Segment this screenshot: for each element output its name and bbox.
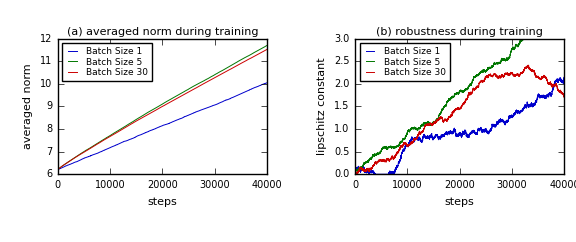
Batch Size 30 bbox=[561, 96, 568, 99]
Batch Size 1 bbox=[162, 123, 169, 126]
Batch Size 1 bbox=[54, 168, 61, 171]
Batch Size 30 bbox=[414, 136, 420, 139]
Batch Size 30 bbox=[353, 173, 360, 176]
Batch Size 5 bbox=[352, 170, 359, 173]
Batch Size 30 bbox=[485, 75, 492, 77]
Batch Size 1 bbox=[561, 76, 568, 79]
Batch Size 5 bbox=[351, 170, 358, 173]
Batch Size 5 bbox=[460, 90, 467, 92]
Batch Size 30 bbox=[363, 169, 370, 172]
Y-axis label: lipschitz constant: lipschitz constant bbox=[317, 58, 327, 155]
Line: Batch Size 1: Batch Size 1 bbox=[355, 77, 564, 174]
Batch Size 1 bbox=[509, 115, 516, 118]
Batch Size 1 bbox=[414, 136, 420, 139]
Batch Size 1 bbox=[66, 163, 73, 166]
Line: Batch Size 30: Batch Size 30 bbox=[58, 49, 267, 170]
Batch Size 1 bbox=[371, 173, 378, 176]
Line: Batch Size 5: Batch Size 5 bbox=[58, 45, 267, 170]
Batch Size 1 bbox=[460, 131, 467, 134]
Batch Size 5 bbox=[509, 47, 516, 50]
Batch Size 30 bbox=[66, 160, 73, 163]
Batch Size 30 bbox=[460, 102, 467, 105]
Batch Size 30 bbox=[525, 64, 532, 67]
Line: Batch Size 30: Batch Size 30 bbox=[355, 65, 564, 174]
Batch Size 30 bbox=[448, 114, 454, 117]
Batch Size 5 bbox=[414, 128, 420, 131]
Batch Size 1 bbox=[561, 76, 568, 78]
Y-axis label: averaged norm: averaged norm bbox=[22, 64, 33, 149]
Batch Size 5 bbox=[561, 33, 568, 36]
Line: Batch Size 1: Batch Size 1 bbox=[58, 83, 267, 170]
Batch Size 30 bbox=[187, 89, 194, 92]
Legend: Batch Size 1, Batch Size 5, Batch Size 30: Batch Size 1, Batch Size 5, Batch Size 3… bbox=[62, 43, 152, 81]
Batch Size 1 bbox=[116, 142, 123, 145]
Batch Size 5 bbox=[187, 86, 194, 89]
Batch Size 1 bbox=[351, 170, 358, 173]
Batch Size 1 bbox=[264, 81, 271, 84]
X-axis label: steps: steps bbox=[147, 197, 177, 207]
Batch Size 5 bbox=[116, 128, 123, 131]
Batch Size 30 bbox=[162, 103, 169, 106]
Batch Size 30 bbox=[509, 72, 516, 75]
Batch Size 1 bbox=[187, 113, 194, 116]
Batch Size 30 bbox=[150, 110, 157, 113]
Batch Size 5 bbox=[54, 168, 61, 171]
Batch Size 5 bbox=[211, 73, 218, 76]
Batch Size 5 bbox=[448, 97, 454, 100]
Batch Size 30 bbox=[54, 168, 61, 171]
Batch Size 5 bbox=[485, 68, 492, 71]
Batch Size 30 bbox=[351, 170, 358, 173]
Line: Batch Size 5: Batch Size 5 bbox=[355, 34, 564, 172]
Batch Size 1 bbox=[150, 128, 157, 131]
Batch Size 30 bbox=[116, 129, 123, 132]
Batch Size 1 bbox=[448, 130, 454, 133]
X-axis label: steps: steps bbox=[445, 197, 475, 207]
Batch Size 1 bbox=[485, 132, 492, 135]
Batch Size 5 bbox=[264, 44, 271, 47]
Title: (b) robustness during training: (b) robustness during training bbox=[376, 27, 543, 37]
Batch Size 5 bbox=[66, 160, 73, 163]
Batch Size 30 bbox=[264, 48, 271, 51]
Batch Size 30 bbox=[211, 76, 218, 79]
Batch Size 5 bbox=[150, 108, 157, 111]
Legend: Batch Size 1, Batch Size 5, Batch Size 30: Batch Size 1, Batch Size 5, Batch Size 3… bbox=[359, 43, 449, 81]
Batch Size 1 bbox=[363, 171, 370, 174]
Batch Size 5 bbox=[524, 33, 531, 36]
Batch Size 1 bbox=[211, 104, 218, 106]
Batch Size 1 bbox=[54, 168, 61, 171]
Batch Size 5 bbox=[162, 100, 169, 103]
Title: (a) averaged norm during training: (a) averaged norm during training bbox=[67, 27, 258, 37]
Batch Size 5 bbox=[363, 161, 370, 164]
